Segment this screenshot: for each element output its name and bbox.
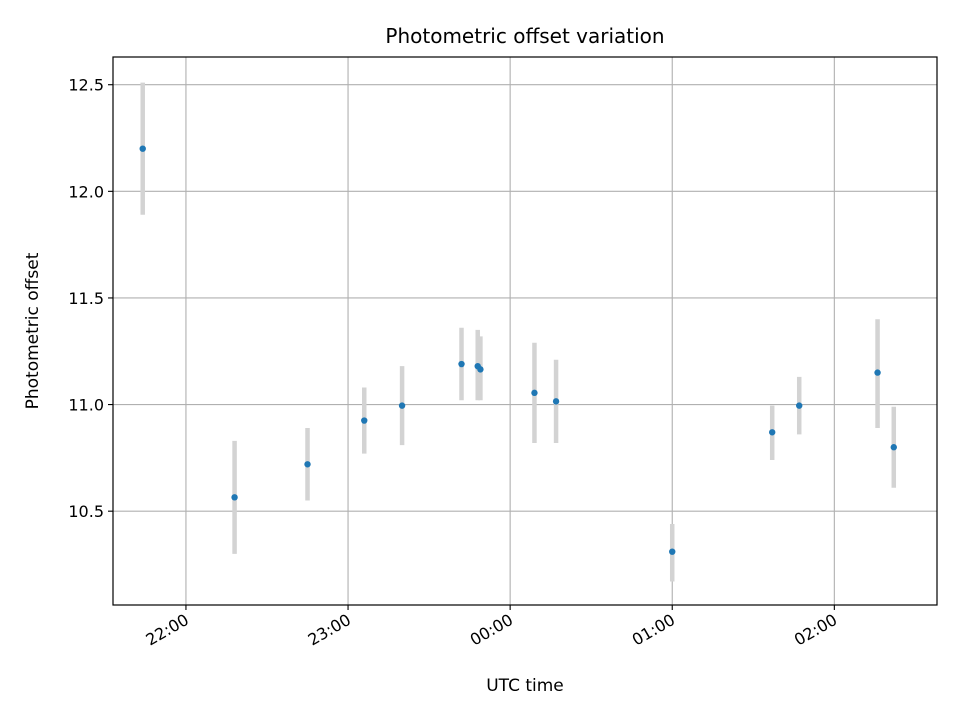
data-point bbox=[398, 402, 406, 409]
data-point bbox=[552, 398, 560, 405]
y-axis-label: Photometric offset bbox=[23, 252, 43, 409]
chart-title: Photometric offset variation bbox=[385, 24, 664, 48]
data-point bbox=[531, 389, 538, 397]
x-axis-label: UTC time bbox=[486, 676, 564, 696]
point-layer bbox=[139, 145, 897, 555]
data-point bbox=[796, 402, 803, 409]
data-point bbox=[874, 369, 881, 376]
plot-frame bbox=[112, 56, 938, 606]
data-point bbox=[890, 444, 897, 451]
y-tick-label: 12.0 bbox=[68, 182, 104, 201]
y-tick-label: 12.5 bbox=[68, 76, 104, 95]
data-point bbox=[139, 145, 146, 152]
data-point bbox=[304, 461, 311, 468]
data-point bbox=[477, 366, 484, 373]
data-point bbox=[769, 429, 776, 436]
data-point bbox=[361, 417, 368, 424]
y-tick-label: 11.5 bbox=[68, 289, 104, 308]
y-tick-label: 11.0 bbox=[68, 396, 104, 415]
data-point bbox=[669, 548, 676, 555]
y-axis-ticks: 10.5 11.0 11.5 12.0 12.5 bbox=[68, 76, 113, 521]
data-point bbox=[231, 494, 238, 501]
y-tick-label: 10.5 bbox=[68, 502, 104, 521]
data-point bbox=[458, 360, 465, 368]
